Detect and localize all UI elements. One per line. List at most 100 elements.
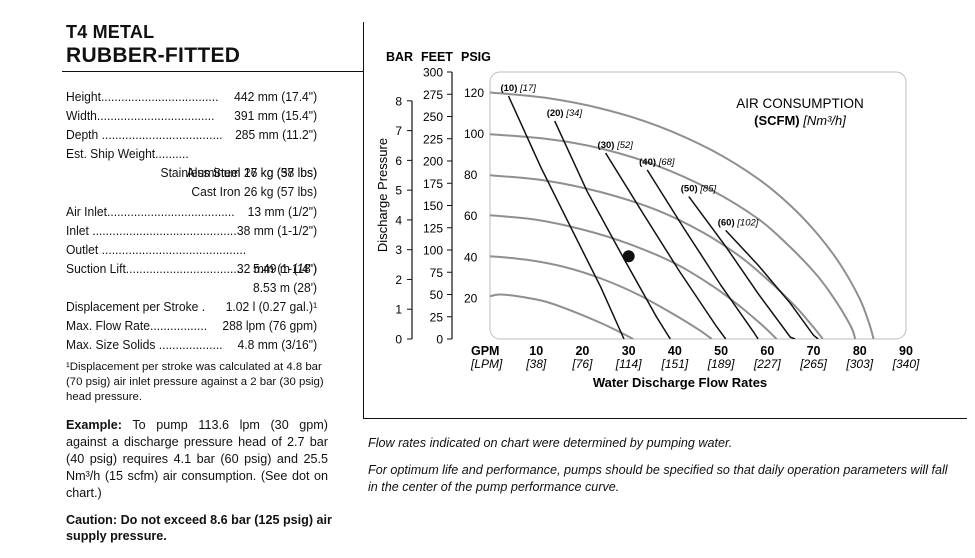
plot-frame bbox=[489, 71, 907, 340]
spec-row: Stainless Steel 26 kg (57 lbs) bbox=[66, 163, 318, 182]
air-consumption-line bbox=[725, 229, 819, 339]
psig-tick-label: 100 bbox=[464, 127, 484, 141]
spec-value: Cast Iron 26 kg (57 lbs) bbox=[191, 184, 318, 199]
spec-value: 32 mm (1-1/4") bbox=[236, 261, 318, 276]
x-lpm-tick-label: [151] bbox=[661, 357, 689, 371]
caution-text: Caution: Do not exceed 8.6 bar (125 psig… bbox=[66, 513, 332, 543]
spec-label: Max. Flow Rate................. bbox=[66, 318, 208, 333]
spec-value: 391 mm (15.4") bbox=[234, 108, 318, 123]
spec-row: Width...................................… bbox=[66, 106, 317, 125]
air-consumption-label: (60) [102] bbox=[718, 217, 759, 228]
air-pressure-curve-120 bbox=[490, 91, 875, 339]
spec-value: 13 mm (1/2") bbox=[247, 204, 318, 219]
air-consumption-label: (10) [17] bbox=[500, 83, 536, 94]
air-consumption-scfm: (30) bbox=[598, 140, 615, 151]
air-consumption-scfm: (10) bbox=[500, 83, 517, 94]
air-consumption-nm3h: [102] bbox=[736, 217, 758, 228]
feet-tick-label: 100 bbox=[423, 244, 443, 258]
chart-title: AIR CONSUMPTION bbox=[736, 96, 864, 111]
axis-header-psig: PSIG bbox=[461, 50, 491, 64]
x-lpm-tick-label: [303] bbox=[845, 357, 873, 371]
x-gpm-tick-label: 80 bbox=[853, 344, 867, 358]
axis-header-bar: BAR bbox=[386, 50, 413, 64]
bar-tick-label: 8 bbox=[395, 94, 402, 108]
bar-tick-label: 0 bbox=[395, 333, 402, 347]
spec-row: Depth ..................................… bbox=[66, 125, 317, 144]
x-axis-label: Water Discharge Flow Rates bbox=[593, 375, 767, 390]
example-body: To pump 113.6 lpm (30 gpm) against a dis… bbox=[66, 418, 328, 500]
air-consumption-line bbox=[507, 95, 625, 339]
spec-value: Stainless Steel 26 kg (57 lbs) bbox=[160, 165, 318, 180]
spec-row: Outlet .................................… bbox=[66, 240, 317, 278]
axis-header-feet: FEET bbox=[421, 50, 453, 64]
x-axis-gpm-header: GPM bbox=[471, 344, 499, 358]
psig-tick-label: 40 bbox=[464, 250, 478, 264]
x-lpm-tick-label: [340] bbox=[892, 357, 920, 371]
spec-row: Max. Flow Rate................. 288 lpm (… bbox=[66, 316, 317, 335]
psig-tick-label: 80 bbox=[464, 168, 478, 182]
spec-row: Max. Size Solids ................... 4.8 … bbox=[66, 335, 317, 354]
header-divider bbox=[62, 71, 363, 72]
feet-tick-label: 75 bbox=[430, 266, 444, 280]
spec-row: Inlet ..................................… bbox=[66, 221, 317, 240]
air-consumption-nm3h: [34] bbox=[565, 108, 582, 119]
spec-label: Max. Size Solids ................... bbox=[66, 337, 223, 352]
chart-subtitle-scfm: (SCFM) bbox=[754, 113, 800, 128]
x-gpm-tick-label: 40 bbox=[668, 344, 682, 358]
page-title: T4 METAL bbox=[66, 22, 155, 42]
air-pressure-curve-40 bbox=[490, 255, 713, 339]
note-flow-rates: Flow rates indicated on chart were deter… bbox=[368, 436, 733, 450]
feet-tick-label: 0 bbox=[436, 333, 443, 347]
x-lpm-tick-label: [189] bbox=[707, 357, 735, 371]
feet-tick-label: 25 bbox=[430, 310, 444, 324]
spec-value: 8.53 m (28') bbox=[252, 280, 318, 295]
spec-label: Displacement per Stroke . bbox=[66, 299, 206, 314]
air-pressure-curve-20 bbox=[490, 293, 634, 339]
air-pressure-curve-80 bbox=[490, 174, 824, 339]
air-consumption-scfm: (20) bbox=[547, 108, 564, 119]
y-axis-label: Discharge Pressure bbox=[375, 138, 390, 252]
feet-tick-label: 300 bbox=[423, 66, 443, 80]
spec-label: Depth ..................................… bbox=[66, 127, 223, 142]
spec-row: Cast Iron 26 kg (57 lbs) bbox=[66, 182, 317, 201]
air-consumption-line bbox=[604, 152, 727, 339]
x-gpm-tick-label: 30 bbox=[622, 344, 636, 358]
air-consumption-label: (30) [52] bbox=[598, 140, 634, 151]
example-text: Example: To pump 113.6 lpm (30 gpm) agai… bbox=[66, 417, 328, 502]
air-consumption-scfm: (40) bbox=[639, 157, 656, 168]
vertical-divider bbox=[363, 22, 364, 418]
example-label: Example: bbox=[66, 418, 122, 432]
spec-label: Inlet ..................................… bbox=[66, 223, 237, 238]
bar-tick-label: 6 bbox=[395, 154, 402, 168]
spec-value: Aluminum 17 kg (38 lbs) bbox=[186, 165, 318, 180]
air-consumption-line bbox=[688, 196, 796, 339]
feet-tick-label: 125 bbox=[423, 221, 443, 235]
spec-value: 285 mm (11.2") bbox=[235, 127, 318, 142]
bar-tick-label: 4 bbox=[395, 213, 402, 227]
x-lpm-tick-label: [114] bbox=[615, 357, 642, 371]
spec-value: 38 mm (1-1/2") bbox=[236, 223, 318, 238]
x-gpm-tick-label: 20 bbox=[575, 344, 589, 358]
x-gpm-tick-label: 70 bbox=[807, 344, 821, 358]
air-consumption-nm3h: [85] bbox=[699, 184, 716, 195]
x-lpm-tick-label: [76] bbox=[571, 357, 593, 371]
x-gpm-tick-label: 90 bbox=[899, 344, 913, 358]
air-pressure-curve-100 bbox=[490, 133, 857, 339]
spec-label: Est. Ship Weight.......... bbox=[66, 146, 189, 161]
x-gpm-tick-label: 10 bbox=[529, 344, 543, 358]
footnote: ¹Displacement per stroke was calculated … bbox=[66, 361, 324, 403]
bar-tick-label: 7 bbox=[395, 124, 402, 138]
note-optimum: For optimum life and performance, pumps … bbox=[368, 463, 948, 494]
air-consumption-nm3h: [68] bbox=[658, 157, 675, 168]
air-consumption-nm3h: [17] bbox=[519, 83, 536, 94]
spec-row: 8.53 m (28') bbox=[66, 278, 317, 297]
spec-value: 442 mm (17.4") bbox=[234, 89, 318, 104]
air-consumption-label: (40) [68] bbox=[639, 157, 675, 168]
x-gpm-tick-label: 60 bbox=[760, 344, 774, 358]
feet-tick-label: 275 bbox=[423, 88, 443, 102]
feet-tick-label: 175 bbox=[423, 177, 443, 191]
air-pressure-curve-60 bbox=[490, 214, 778, 339]
spec-row: Suction Lift............................… bbox=[66, 259, 317, 278]
psig-tick-label: 120 bbox=[464, 86, 484, 100]
